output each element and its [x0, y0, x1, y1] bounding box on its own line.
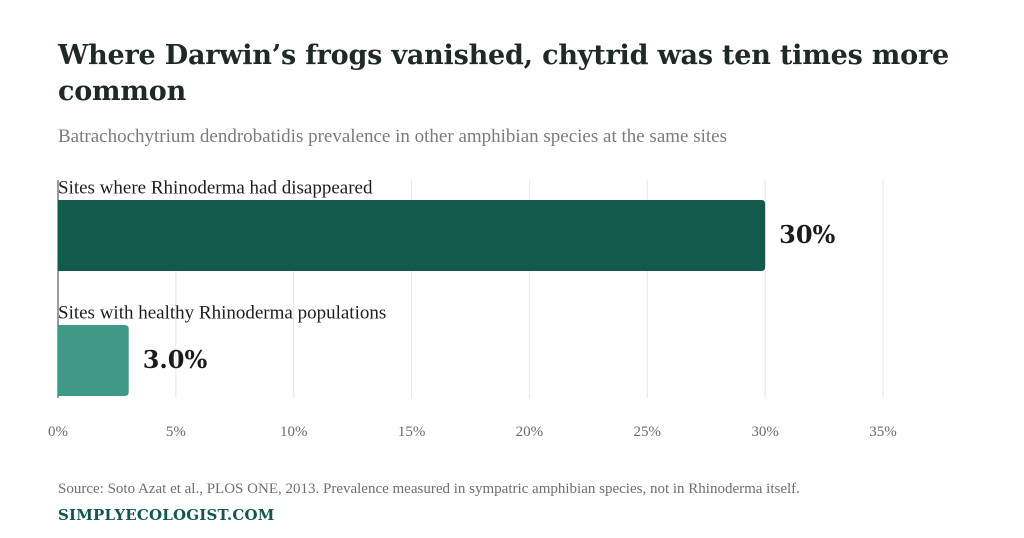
bar [58, 325, 129, 396]
value-label: 3.0% [143, 345, 208, 374]
chart-subtitle: Batrachochytrium dendrobatidis prevalenc… [58, 126, 727, 147]
x-tick-label: 20% [516, 424, 544, 440]
x-tick-label: 15% [398, 424, 426, 440]
x-tick-label: 25% [634, 424, 662, 440]
bar [58, 200, 766, 271]
x-tick-label: 5% [166, 424, 186, 440]
x-tick-label: 0% [48, 424, 68, 440]
x-axis: 0% 5% 10% 15% 20% 25% 30% 35% [48, 424, 897, 440]
category-label: Sites with healthy Rhinoderma population… [58, 302, 386, 323]
category-label: Sites where Rhinoderma had disappeared [58, 177, 373, 198]
x-tick-label: 35% [869, 424, 897, 440]
x-tick-label: 10% [280, 424, 308, 440]
x-tick-label: 30% [751, 424, 779, 440]
chart-title: Where Darwin’s frogs vanished, chytrid w… [58, 40, 949, 107]
source-note: Source: Soto Azat et al., PLOS ONE, 2013… [58, 481, 800, 497]
bars: Sites where Rhinoderma had disappeared 30… [58, 177, 836, 396]
brand-link[interactable]: SIMPLYECOLOGIST.COM [58, 506, 275, 524]
value-label: 30% [779, 220, 835, 249]
